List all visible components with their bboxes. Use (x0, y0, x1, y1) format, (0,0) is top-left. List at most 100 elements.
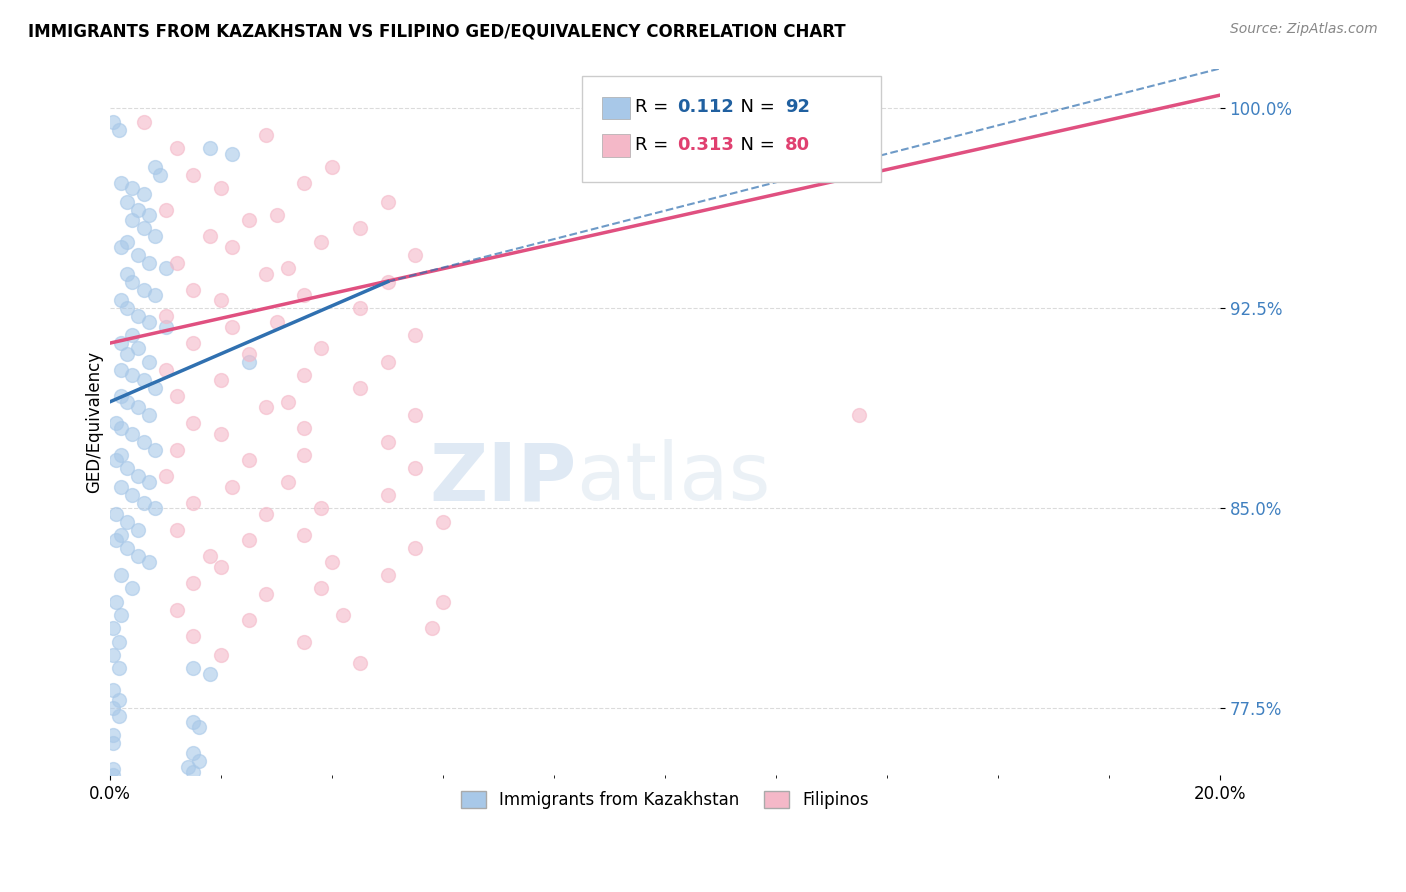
Point (183, 714, 205, 729)
Point (238, 613, 260, 627)
Point (121, 275, 143, 289)
Point (254, 400, 277, 414)
Point (349, 221, 371, 235)
Point (155, 469, 177, 483)
Point (127, 549, 149, 564)
Text: 0.313: 0.313 (678, 136, 734, 153)
Point (377, 488, 399, 502)
Point (107, 123, 129, 137)
Point (294, 176, 316, 190)
Point (110, 568, 132, 582)
Point (221, 146, 243, 161)
Point (221, 480, 243, 494)
FancyBboxPatch shape (602, 96, 630, 120)
Point (166, 256, 188, 270)
Point (101, 701, 124, 715)
Point (107, 634, 129, 648)
Point (198, 549, 221, 564)
Point (277, 394, 299, 409)
Point (132, 115, 155, 129)
Point (238, 354, 260, 368)
Point (127, 342, 149, 356)
Point (132, 434, 155, 449)
Text: IMMIGRANTS FROM KAZAKHSTAN VS FILIPINO GED/EQUIVALENCY CORRELATION CHART: IMMIGRANTS FROM KAZAKHSTAN VS FILIPINO G… (28, 22, 846, 40)
Point (183, 747, 205, 761)
Point (110, 607, 132, 622)
Point (377, 194, 399, 209)
Point (110, 421, 132, 435)
Point (277, 261, 299, 276)
Point (254, 586, 277, 600)
Point (101, 728, 124, 742)
Text: 0.112: 0.112 (678, 97, 734, 116)
Point (115, 461, 138, 475)
Point (266, 315, 288, 329)
Point (404, 461, 426, 475)
Point (294, 634, 316, 648)
Point (166, 523, 188, 537)
Point (115, 301, 138, 316)
Point (107, 693, 129, 707)
Point (432, 594, 454, 608)
Point (127, 469, 149, 483)
Point (115, 347, 138, 361)
Point (121, 368, 143, 382)
Point (155, 202, 177, 217)
Point (110, 480, 132, 494)
Point (110, 362, 132, 376)
Point (127, 310, 149, 324)
Point (138, 256, 160, 270)
Point (104, 416, 127, 430)
Point (198, 229, 221, 244)
Point (115, 541, 138, 556)
Point (121, 581, 143, 595)
Point (209, 426, 232, 441)
Point (143, 229, 166, 244)
Point (183, 336, 205, 351)
Point (183, 283, 205, 297)
Point (121, 328, 143, 343)
Point (107, 709, 129, 723)
Point (166, 389, 188, 403)
Point (101, 768, 124, 782)
Point (132, 496, 155, 510)
Text: Source: ZipAtlas.com: Source: ZipAtlas.com (1230, 22, 1378, 37)
Point (166, 141, 188, 155)
Text: R =: R = (636, 97, 673, 116)
Point (188, 755, 211, 769)
Point (110, 176, 132, 190)
Point (132, 373, 155, 387)
Point (209, 560, 232, 574)
Point (183, 416, 205, 430)
Point (138, 315, 160, 329)
Point (101, 736, 124, 750)
Point (127, 400, 149, 414)
Point (349, 656, 371, 670)
Point (209, 373, 232, 387)
Point (127, 248, 149, 262)
Point (349, 301, 371, 316)
Point (198, 666, 221, 681)
Point (127, 523, 149, 537)
Point (277, 475, 299, 489)
Point (404, 328, 426, 343)
Point (138, 475, 160, 489)
Point (209, 648, 232, 662)
Point (132, 221, 155, 235)
Point (138, 208, 160, 222)
Point (121, 488, 143, 502)
Point (101, 648, 124, 662)
Point (183, 168, 205, 182)
Point (101, 763, 124, 777)
FancyBboxPatch shape (602, 134, 630, 157)
Point (321, 555, 343, 569)
Point (110, 528, 132, 542)
Point (121, 181, 143, 195)
Point (110, 240, 132, 254)
Point (309, 342, 332, 356)
Point (104, 533, 127, 548)
Point (115, 515, 138, 529)
Point (143, 381, 166, 395)
Point (121, 426, 143, 441)
Point (221, 320, 243, 334)
